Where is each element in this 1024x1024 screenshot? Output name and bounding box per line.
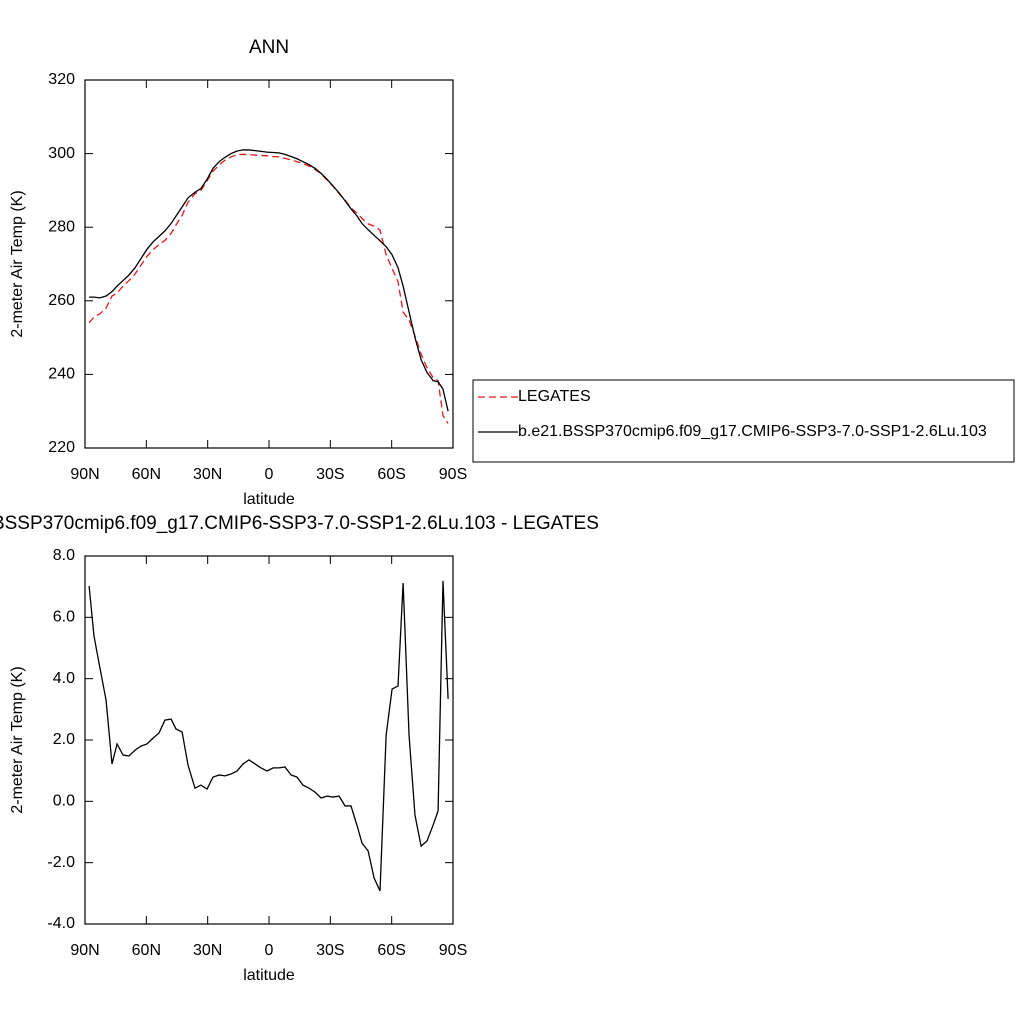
y-tick-label: -4.0: [47, 915, 75, 932]
x-tick-label: 30N: [193, 466, 222, 483]
x-tick-label: 60S: [377, 942, 405, 959]
x-tick-label: 90S: [439, 942, 467, 959]
x-tick-label: 30S: [316, 942, 344, 959]
y-tick-label: -2.0: [47, 854, 75, 871]
x-tick-label: 60N: [132, 942, 161, 959]
y-tick-label: 240: [48, 366, 75, 383]
x-tick-label: 0: [265, 942, 274, 959]
y-tick-label: 6.0: [53, 609, 75, 626]
x-tick-label: 30N: [193, 942, 222, 959]
data-line: [88, 580, 449, 892]
y-tick-label: 260: [48, 292, 75, 309]
x-axis-label: latitude: [243, 967, 295, 984]
y-tick-label: 300: [48, 145, 75, 162]
y-tick-label: 320: [48, 71, 75, 88]
y-tick-label: 0.0: [53, 793, 75, 810]
legend-label: LEGATES: [518, 388, 591, 405]
x-tick-label: 60S: [377, 466, 405, 483]
legend-label: b.e21.BSSP370cmip6.f09_g17.CMIP6-SSP3-7.…: [518, 423, 987, 440]
y-tick-label: 220: [48, 439, 75, 456]
legend-box: [472, 379, 1015, 463]
y-axis-label: 2-meter Air Temp (K): [9, 190, 26, 337]
y-tick-label: 2.0: [53, 731, 75, 748]
x-tick-label: 30S: [316, 466, 344, 483]
data-line: [89, 149, 449, 412]
x-tick-label: 0: [265, 466, 274, 483]
data-line: [88, 153, 449, 424]
y-tick-label: 8.0: [53, 547, 75, 564]
chart-title: b.e21.BSSP370cmip6.f09_g17.CMIP6-SSP3-7.…: [0, 513, 599, 534]
y-tick-label: 280: [48, 218, 75, 235]
plot-frame: [84, 79, 454, 449]
y-tick-label: 4.0: [53, 670, 75, 687]
x-tick-label: 90N: [70, 942, 99, 959]
x-tick-label: 60N: [132, 466, 161, 483]
x-tick-label: 90N: [70, 466, 99, 483]
x-axis-label: latitude: [243, 491, 295, 508]
chart-title: ANN: [249, 37, 289, 58]
plot-frame: [84, 555, 454, 925]
x-tick-label: 90S: [439, 466, 467, 483]
y-axis-label: 2-meter Air Temp (K): [9, 666, 26, 813]
